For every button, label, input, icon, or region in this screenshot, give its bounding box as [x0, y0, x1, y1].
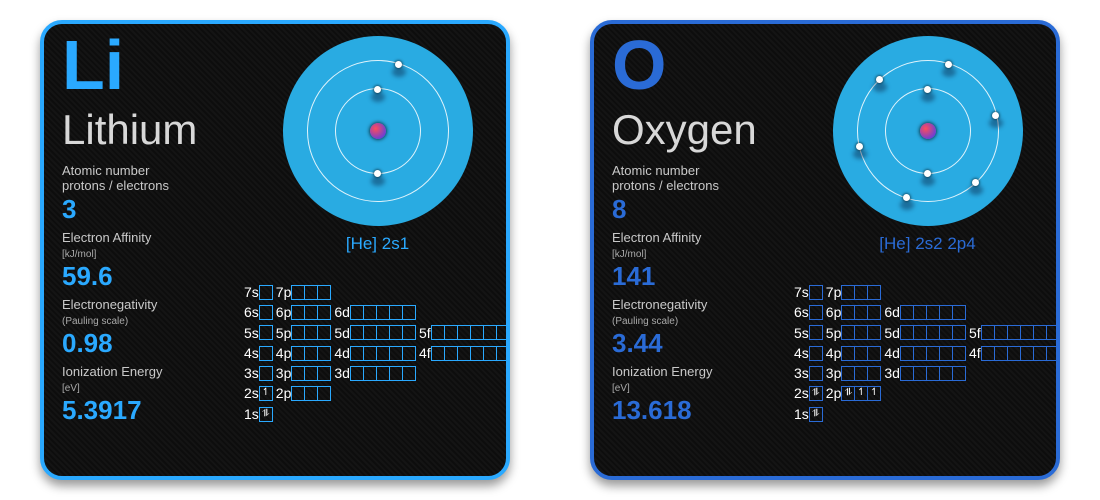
electron-affinity-label: Electron Affinity[kJ/mol]	[62, 231, 242, 261]
subshell-label: 5p	[826, 325, 842, 341]
orbital-diagram: 7s 7p 6s 6p 6d 5s 5p 5d 5f 4s 4p 4d 4f 3s 3p 3d 2s⥮2p⥮↿↿…	[794, 282, 1060, 424]
subshell-label: 7p	[276, 284, 292, 300]
element-name: Oxygen	[612, 106, 757, 154]
subshell-label: 5f	[969, 325, 981, 341]
subshell-label: 2s	[244, 385, 259, 401]
atom-diagram	[283, 36, 473, 226]
element-symbol: O	[612, 30, 666, 100]
orbital-row: 3s 3p 3d	[244, 363, 510, 383]
subshell-label: 3d	[884, 365, 900, 381]
atom-area: [He] 2s2 2p4	[815, 36, 1040, 254]
orbital-row: 7s 7p	[794, 282, 1060, 302]
subshell-label: 5d	[334, 325, 350, 341]
element-name: Lithium	[62, 106, 197, 154]
subshell-label: 4d	[884, 345, 900, 361]
orbital-row: 6s 6p 6d	[244, 302, 510, 322]
subshell-label: 4f	[419, 345, 431, 361]
electron-affinity-value: 141	[612, 261, 792, 292]
orbital-row: 2s↿2p	[244, 383, 510, 403]
orbital-row: 4s 4p 4d 4f	[794, 343, 1060, 363]
atomic-number-value: 8	[612, 194, 792, 225]
electronegativity-value: 3.44	[612, 328, 792, 359]
electron	[945, 61, 952, 68]
electronegativity-label: Electronegativity(Pauling scale)	[612, 298, 792, 328]
electron-affinity-label: Electron Affinity[kJ/mol]	[612, 231, 792, 261]
ionization-value: 13.618	[612, 395, 792, 426]
orbital-row: 7s 7p	[244, 282, 510, 302]
subshell-label: 6s	[244, 304, 259, 320]
subshell-label: 5d	[884, 325, 900, 341]
electron	[856, 143, 863, 150]
subshell-label: 4d	[334, 345, 350, 361]
subshell-label: 7s	[794, 284, 809, 300]
orbital-row: 5s 5p 5d 5f	[794, 323, 1060, 343]
electron-affinity-value: 59.6	[62, 261, 242, 292]
atomic-number-value: 3	[62, 194, 242, 225]
subshell-label: 6d	[884, 304, 900, 320]
subshell-label: 6s	[794, 304, 809, 320]
subshell-label: 6p	[826, 304, 842, 320]
subshell-label: 3p	[276, 365, 292, 381]
subshell-label: 3d	[334, 365, 350, 381]
element-symbol: Li	[62, 30, 124, 100]
electron-config: [He] 2s2 2p4	[815, 234, 1040, 254]
orbital-row: 4s 4p 4d 4f	[244, 343, 510, 363]
orbital-row: 3s 3p 3d	[794, 363, 1060, 383]
atomic-number-label: Atomic numberprotons / electrons	[612, 164, 792, 194]
subshell-label: 5p	[276, 325, 292, 341]
ionization-label: Ionization Energy[eV]	[612, 365, 792, 395]
subshell-label: 1s	[794, 406, 809, 422]
electronegativity-label: Electronegativity(Pauling scale)	[62, 298, 242, 328]
element-card-lithium: Li Lithium Atomic numberprotons / electr…	[40, 20, 510, 480]
subshell-label: 5s	[244, 325, 259, 341]
subshell-label: 4s	[244, 345, 259, 361]
subshell-label: 5f	[419, 325, 431, 341]
properties-panel: Atomic numberprotons / electrons 8 Elect…	[612, 164, 792, 432]
subshell-label: 1s	[244, 406, 259, 422]
electron	[972, 179, 979, 186]
subshell-label: 4s	[794, 345, 809, 361]
subshell-label: 4p	[826, 345, 842, 361]
subshell-label: 7p	[826, 284, 842, 300]
subshell-label: 4p	[276, 345, 292, 361]
subshell-label: 2s	[794, 385, 809, 401]
subshell-label: 4f	[969, 345, 981, 361]
subshell-label: 3s	[244, 365, 259, 381]
subshell-label: 5s	[794, 325, 809, 341]
ionization-label: Ionization Energy[eV]	[62, 365, 242, 395]
subshell-label: 6d	[334, 304, 350, 320]
orbital-row: 1s⥮	[244, 404, 510, 424]
subshell-label: 2p	[276, 385, 292, 401]
subshell-label: 3s	[794, 365, 809, 381]
ionization-value: 5.3917	[62, 395, 242, 426]
orbital-row: 2s⥮2p⥮↿↿	[794, 383, 1060, 403]
subshell-label: 2p	[826, 385, 842, 401]
subshell-label: 6p	[276, 304, 292, 320]
atom-diagram	[833, 36, 1023, 226]
orbital-row: 6s 6p 6d	[794, 302, 1060, 322]
electron-config: [He] 2s1	[265, 234, 490, 254]
orbital-row: 5s 5p 5d 5f	[244, 323, 510, 343]
atomic-number-label: Atomic numberprotons / electrons	[62, 164, 242, 194]
atom-area: [He] 2s1	[265, 36, 490, 254]
subshell-label: 3p	[826, 365, 842, 381]
subshell-label: 7s	[244, 284, 259, 300]
orbital-diagram: 7s 7p 6s 6p 6d 5s 5p 5d 5f 4s 4p 4d 4f 3s 3p 3d 2s↿2p1s⥮	[244, 282, 510, 424]
orbital-row: 1s⥮	[794, 404, 1060, 424]
properties-panel: Atomic numberprotons / electrons 3 Elect…	[62, 164, 242, 432]
electron	[395, 61, 402, 68]
element-card-oxygen: O Oxygen Atomic numberprotons / electron…	[590, 20, 1060, 480]
electronegativity-value: 0.98	[62, 328, 242, 359]
